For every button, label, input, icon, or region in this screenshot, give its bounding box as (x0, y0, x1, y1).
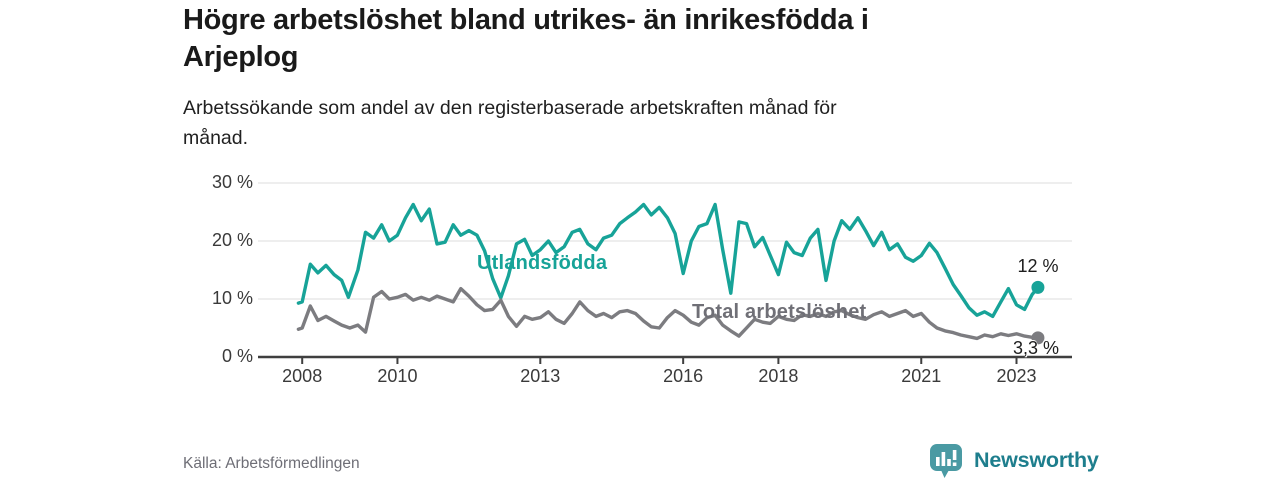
y-tick-label: 10 % (211, 288, 253, 308)
page-title: Högre arbetslöshet bland utrikes- än inr… (183, 2, 1083, 76)
newsworthy-logo-icon (930, 444, 962, 478)
series-end-dot-total (1031, 331, 1045, 345)
series-line-utlandsfodda (296, 202, 1040, 319)
series-line-total (296, 286, 1040, 341)
chart-subtitle-line1: Arbetssökande som andel av den registerb… (183, 97, 837, 119)
chart-subtitle-line2: månad. (183, 127, 249, 149)
x-tick-label: 2013 (520, 366, 561, 386)
y-tick-label: 30 % (211, 172, 253, 192)
x-tick-label: 2016 (663, 366, 704, 386)
source-note: Källa: Arbetsförmedlingen (183, 455, 360, 472)
x-tick-label: 2021 (901, 366, 942, 386)
series-end-dot-utlandsfodda (1031, 280, 1045, 294)
x-tick-label: 2023 (996, 366, 1037, 386)
x-tick-label: 2008 (282, 366, 323, 386)
page-title-line1: Högre arbetslöshet bland utrikes- än inr… (183, 4, 869, 36)
chart-subtitle: Arbetssökande som andel av den registerb… (183, 93, 1043, 153)
x-tick-label: 2018 (758, 366, 799, 386)
x-tick-label: 2010 (377, 366, 418, 386)
series-label-total-arbetsloshet: Total arbetslöshet (692, 301, 867, 323)
y-tick-label: 20 % (211, 230, 253, 250)
series-label-utlandsfodda: Utlandsfödda (477, 252, 608, 274)
newsworthy-logo-text: Newsworthy (974, 448, 1099, 472)
end-value-total-arbetsloshet: 3,3 % (1012, 338, 1060, 358)
end-value-utlandsfodda: 12 % (1017, 256, 1059, 276)
newsworthy-logo[interactable]: Newsworthy (928, 442, 1099, 479)
y-tick-label: 0 % (221, 346, 253, 366)
page-title-line2: Arjeplog (183, 41, 299, 73)
